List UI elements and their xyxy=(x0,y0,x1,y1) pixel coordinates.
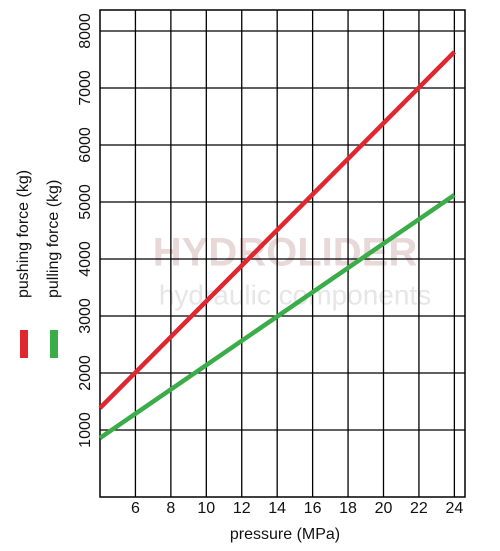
y-tick-label: 1000 xyxy=(77,412,94,448)
x-tick-label: 14 xyxy=(268,500,286,517)
y-tick-label: 2000 xyxy=(77,355,94,391)
legend-label: pushing force (kg) xyxy=(15,170,32,298)
line xyxy=(98,50,456,410)
x-tick-label: 16 xyxy=(304,500,322,517)
y-tick-label: 3000 xyxy=(77,298,94,334)
y-tick-label: 4000 xyxy=(77,241,94,277)
plot-border xyxy=(99,9,466,498)
x-tick-label: 6 xyxy=(131,500,140,517)
legend-swatch xyxy=(50,330,58,358)
x-tick-label: 10 xyxy=(197,500,215,517)
legend-swatch xyxy=(20,330,28,358)
x-tick-label: 8 xyxy=(166,500,175,517)
y-tick-label: 5000 xyxy=(77,184,94,220)
watermark: HYDROLIDER xyxy=(153,231,418,275)
x-tick-label: 24 xyxy=(445,500,463,517)
y-tick-label: 7000 xyxy=(77,70,94,106)
legend-label: pulling force (kg) xyxy=(45,180,62,298)
x-tick-label: 12 xyxy=(233,500,251,517)
x-tick-label: 22 xyxy=(410,500,428,517)
x-tick-label: 18 xyxy=(339,500,357,517)
x-tick-label: 20 xyxy=(375,500,393,517)
x-axis-label: pressure (MPa) xyxy=(230,526,340,543)
line xyxy=(98,193,456,440)
y-tick-label: 8000 xyxy=(77,13,94,49)
y-tick-label: 6000 xyxy=(77,127,94,163)
